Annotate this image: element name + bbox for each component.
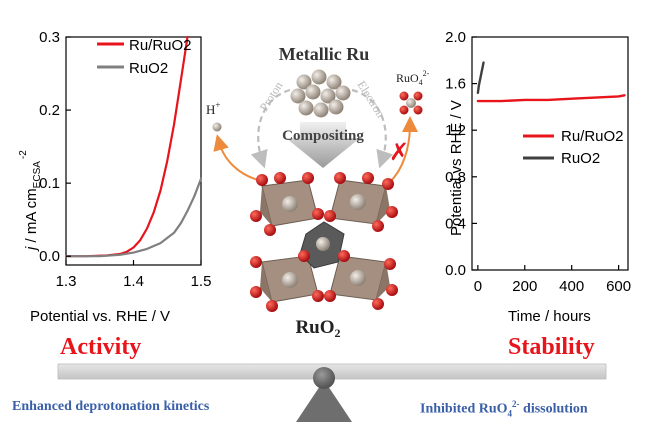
right-y-axis-label: Potential vs RHE / V <box>448 100 465 236</box>
proton-release-arrow <box>213 134 259 181</box>
left-y-axis-label: j / mA cmECSA-2 <box>18 150 43 252</box>
ruo2-crystal-icon <box>250 172 398 312</box>
electron-dashed-arc <box>351 88 394 169</box>
right-x-tick-label: 400 <box>559 278 584 295</box>
ruo4-label: RuO42- <box>396 69 430 87</box>
balance-fulcrum <box>296 380 352 422</box>
left-x-tick-label: 1.5 <box>191 273 212 290</box>
left-legend-ruo2: RuO2 <box>129 60 168 77</box>
right-x-tick-label: 0 <box>474 278 482 295</box>
left-x-tick-label: 1.4 <box>123 273 144 290</box>
left-x-tick-label: 1.3 <box>56 273 77 290</box>
ruo4-molecule-icon <box>399 91 423 115</box>
proton-ball-icon <box>212 122 222 132</box>
right-x-axis-label: Time / hours <box>508 308 591 325</box>
right-plot-frame <box>471 36 629 271</box>
left-y-tick-label: 0.0 <box>39 248 60 265</box>
right-y-tick-label: 0.8 <box>445 169 466 186</box>
right-y-tick-label: 0.0 <box>445 262 466 279</box>
dissolution-arrow <box>389 116 418 183</box>
compositing-label: Compositing <box>282 128 364 144</box>
stability-title: Stability <box>508 334 595 360</box>
right-legend-ru-ruo2: Ru/RuO2 <box>561 128 624 145</box>
right-y-tick-label: 1.6 <box>445 76 466 93</box>
right-y-tick-label: 1.2 <box>445 122 466 139</box>
metallic-ru-title: Metallic Ru <box>279 44 369 64</box>
left-x-axis-label: Potential vs. RHE / V <box>30 308 170 325</box>
activity-title: Activity <box>60 334 142 360</box>
left-y-tick-label: 0.2 <box>39 102 60 119</box>
blocked-cross-icon: ✗ <box>389 138 409 166</box>
right-x-tick-label: 600 <box>606 278 631 295</box>
right-y-tick-label: 2.0 <box>445 29 466 46</box>
compositing-down-arrow <box>286 122 360 168</box>
proton-dashed-arc <box>250 88 291 169</box>
right-legend-ruo2: RuO2 <box>561 150 600 167</box>
left-y-tick-label: 0.3 <box>39 29 60 46</box>
balance-pivot <box>313 367 335 389</box>
right-y-tick-label: 0.4 <box>445 215 466 232</box>
ru-cluster-icon <box>290 69 351 118</box>
dissolution-caption: Inhibited RuO42- dissolution <box>420 399 588 419</box>
left-series-ruo2 <box>64 177 203 258</box>
deprotonation-caption: Enhanced deprotonation kinetics <box>12 399 210 414</box>
right-series-ru-ruo2 <box>476 94 626 103</box>
left-legend-ru-ruo2: Ru/RuO2 <box>129 37 192 54</box>
left-y-tick-label: 0.1 <box>39 175 60 192</box>
right-x-tick-label: 200 <box>512 278 537 295</box>
h-plus-label: H+ <box>206 100 220 117</box>
ruo2-label: RuO2 <box>295 317 340 340</box>
right-series-ruo2 <box>476 61 485 95</box>
